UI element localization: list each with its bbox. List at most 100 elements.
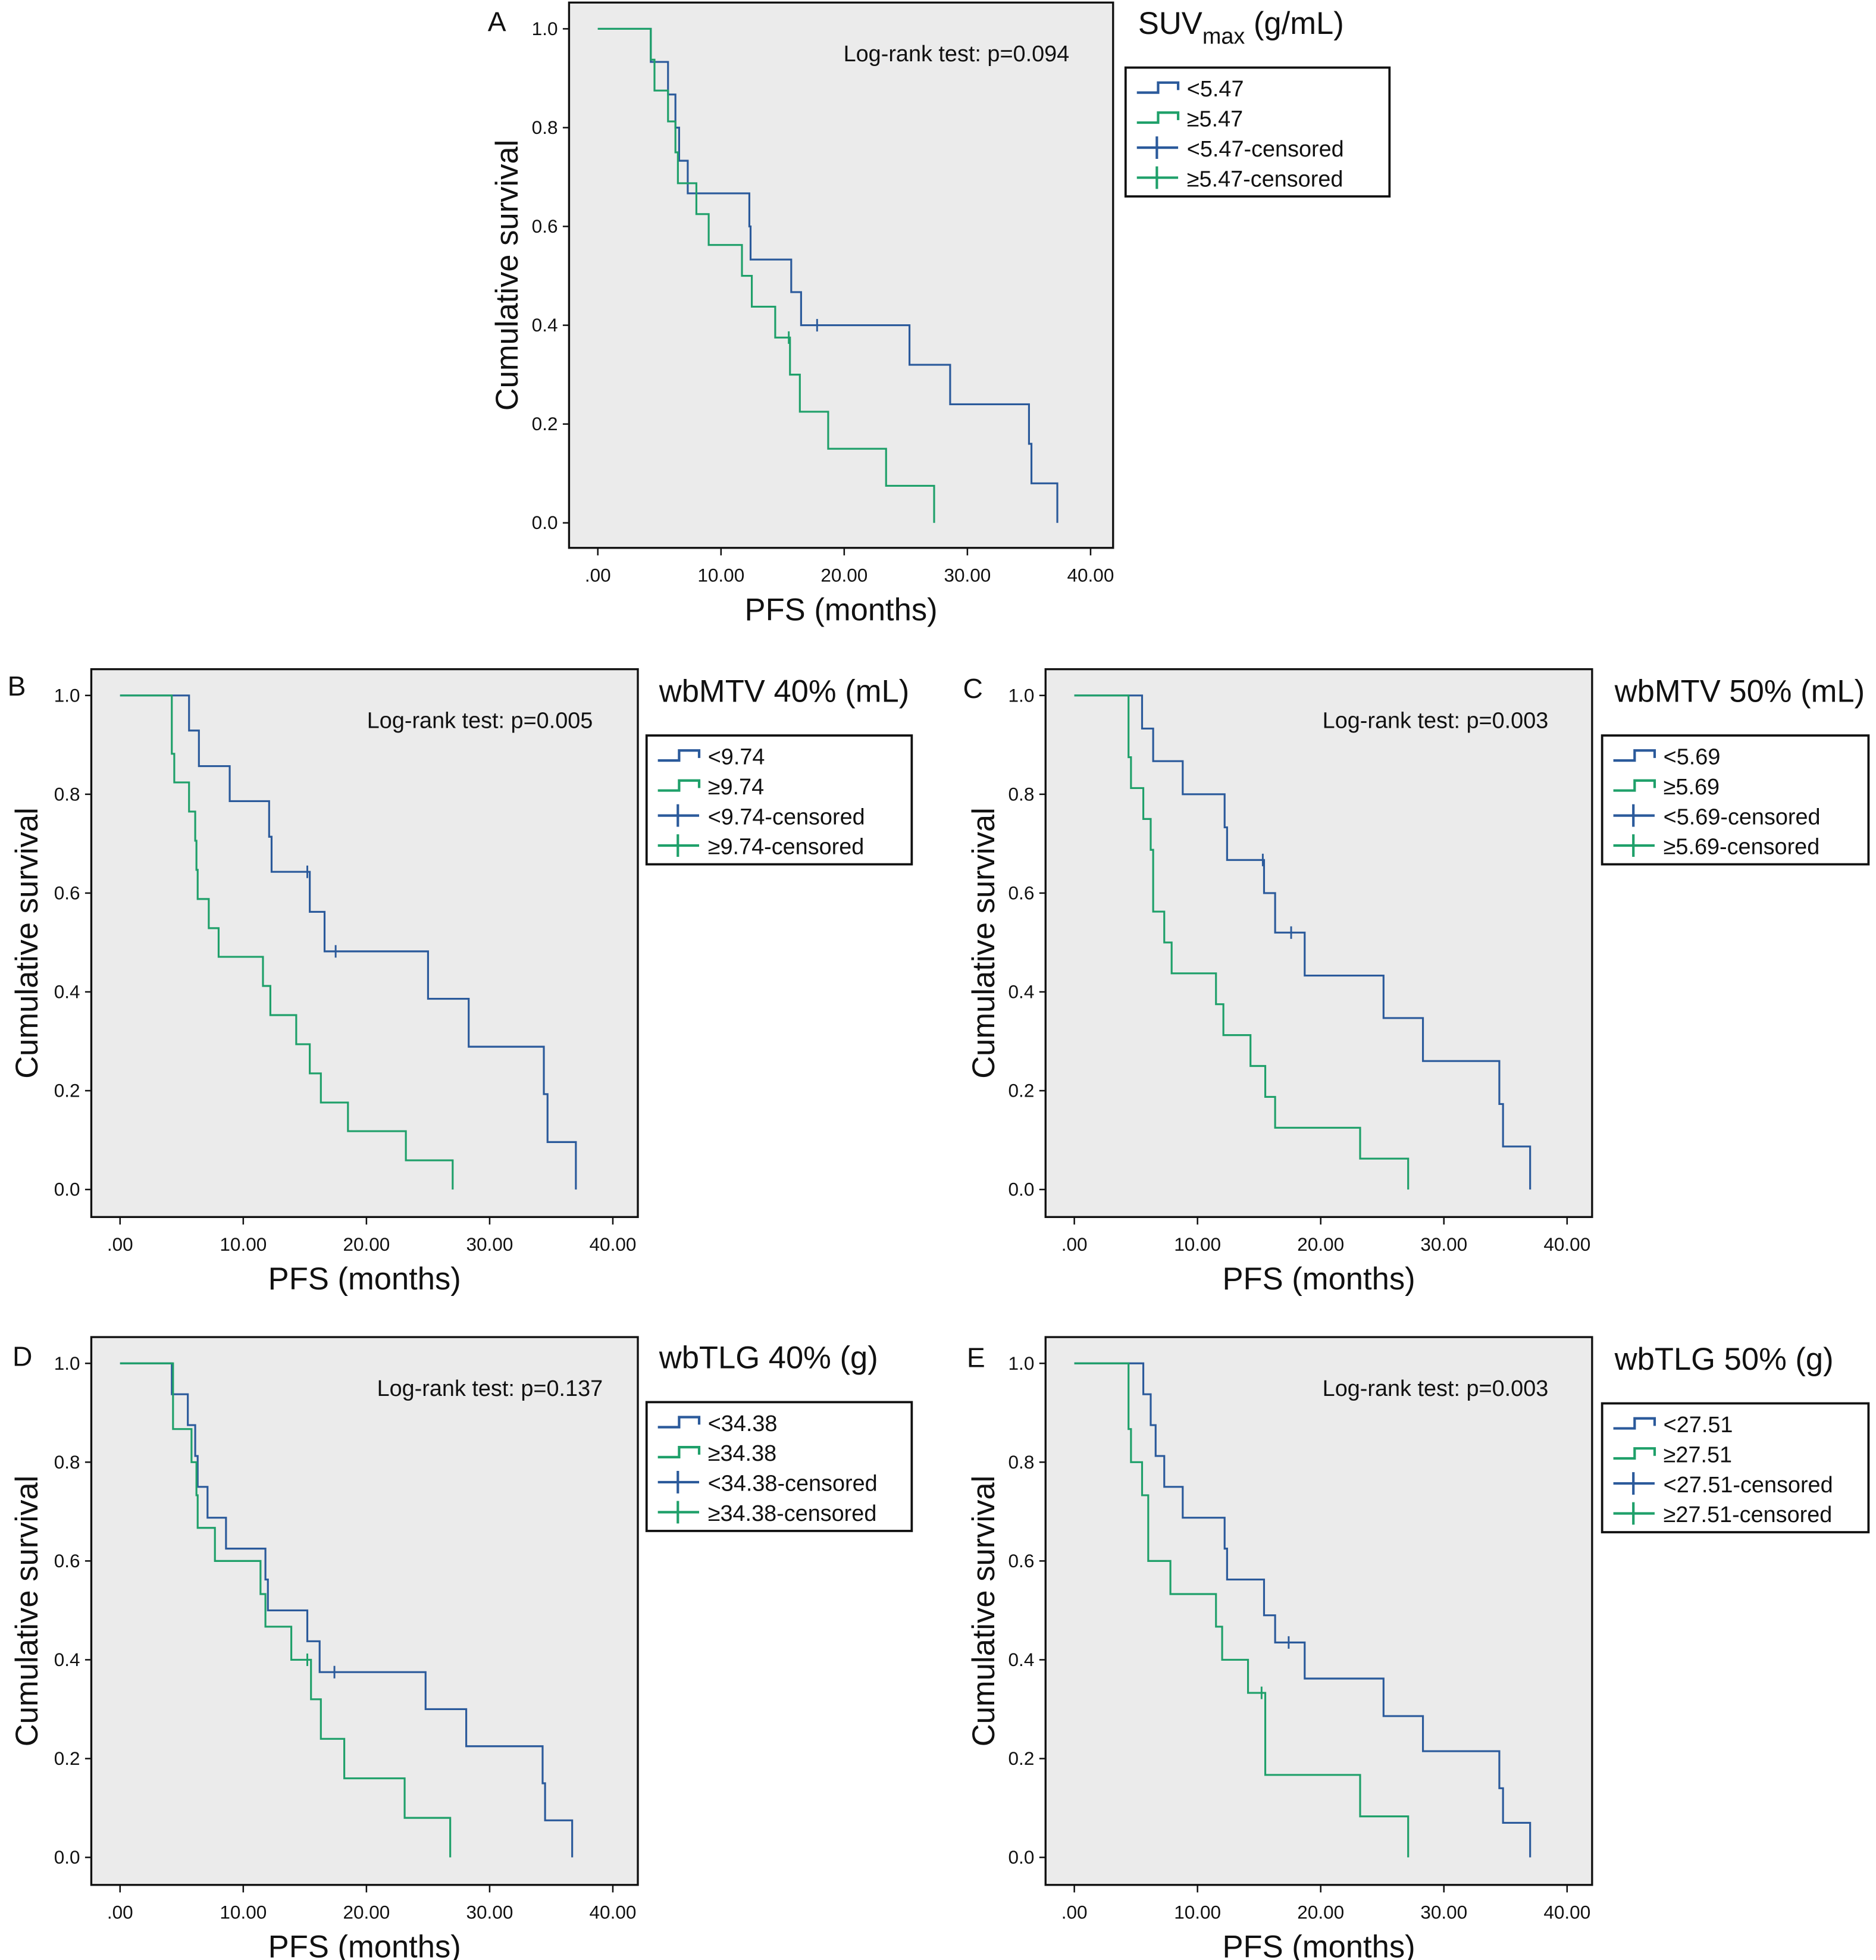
x-tick-label: .00	[1061, 1902, 1088, 1923]
y-tick-label: 0.2	[1009, 1748, 1035, 1769]
legend: <9.74 ≥9.74 <9.74-censored ≥9.74-censored	[645, 734, 913, 866]
x-tick-label: 30.00	[466, 1902, 513, 1923]
y-axis-label: Cumulative survival	[10, 1476, 45, 1747]
legend-title-main: wbMTV 50% (mL)	[1614, 674, 1865, 709]
legend-censor-icon	[1136, 166, 1179, 189]
legend-title: wbMTV 40% (mL)	[659, 674, 909, 709]
y-axis-label: Cumulative survival	[10, 807, 45, 1079]
log-rank-annotation: Log-rank test: p=0.137	[377, 1376, 603, 1401]
plot-area	[90, 1336, 639, 1886]
y-tick-label: 0.2	[1009, 1080, 1035, 1101]
legend-entry: ≥27.51	[1664, 1442, 1732, 1467]
x-axis-label: PFS (months)	[745, 593, 938, 628]
legend-step-icon	[1613, 1417, 1656, 1430]
plot-area	[568, 1, 1114, 549]
y-axis-label: Cumulative survival	[966, 807, 1001, 1079]
legend-title: SUVmax (g/mL)	[1138, 6, 1344, 49]
legend-title: wbTLG 50% (g)	[1614, 1342, 1834, 1377]
legend-entry: ≥9.74	[708, 775, 764, 800]
plot-area	[90, 668, 639, 1219]
legend-censor-icon	[657, 1471, 700, 1494]
legend-box	[645, 734, 913, 866]
y-axis-label: Cumulative survival	[490, 140, 525, 411]
y-tick-label: 0.6	[54, 882, 80, 903]
log-rank-annotation: Log-rank test: p=0.005	[367, 708, 593, 733]
survival-curve-high	[120, 1362, 452, 1858]
legend-entry: ≥34.38-censored	[708, 1501, 877, 1526]
survival-curve-low	[1074, 694, 1532, 1190]
legend-censor-icon	[1613, 834, 1655, 857]
y-tick-label: 1.0	[532, 18, 558, 39]
x-tick-label: 20.00	[343, 1902, 390, 1923]
legend: <5.47 ≥5.47 <5.47-censored ≥5.47-censored	[1124, 66, 1391, 198]
x-axis-label: PFS (months)	[1223, 1930, 1415, 1960]
panel-c: C 0.0 0.2 0.4 0.6 0.8 1.0 .00 10.00 20.00 30.00 40.…	[963, 668, 1870, 1297]
x-tick-label: 40.00	[1067, 565, 1114, 586]
legend-box	[645, 1401, 913, 1532]
y-tick-label: 0.0	[1009, 1846, 1035, 1868]
x-tick-label: 10.00	[220, 1902, 267, 1923]
log-rank-annotation: Log-rank test: p=0.003	[1323, 708, 1549, 733]
x-tick-label: 20.00	[820, 565, 867, 586]
y-tick-label: 0.6	[1009, 882, 1035, 903]
legend: <5.69 ≥5.69 <5.69-censored ≥5.69-censored	[1601, 734, 1870, 866]
legend-entry: ≥5.69-censored	[1664, 835, 1820, 860]
y-tick-label: 0.8	[532, 117, 558, 138]
survival-curve-low	[120, 694, 577, 1190]
legend-entry: <5.47-censored	[1187, 137, 1344, 162]
legend-censor-icon	[657, 1501, 700, 1524]
y-tick-label: 0.4	[54, 1649, 80, 1670]
legend-entry: <27.51-censored	[1664, 1473, 1833, 1498]
legend-entry: ≥5.47-censored	[1187, 167, 1343, 192]
survival-curve-high	[597, 27, 935, 523]
legend-step-icon	[657, 749, 701, 762]
legend-title-main: wbTLG 40% (g)	[659, 1341, 878, 1376]
legend-censor-icon	[657, 804, 700, 827]
x-tick-label: 20.00	[1297, 1233, 1344, 1255]
panel-label: A	[488, 7, 506, 37]
legend-step-icon	[657, 779, 701, 792]
x-tick-label: 10.00	[1174, 1233, 1221, 1255]
legend-censor-icon	[1613, 1472, 1655, 1495]
x-tick-label: 20.00	[1297, 1902, 1344, 1923]
legend-entry: ≥5.69	[1664, 775, 1720, 800]
x-tick-label: 30.00	[1420, 1233, 1467, 1255]
log-rank-annotation: Log-rank test: p=0.003	[1323, 1376, 1549, 1401]
y-tick-label: 0.8	[54, 1451, 80, 1473]
panel-a: A 0.0 0.2 0.4 0.6 0.8 1.0 .00 10.00 20.00 30.00 40.…	[488, 1, 1391, 628]
x-axis-label: PFS (months)	[268, 1930, 461, 1960]
y-tick-label: 1.0	[54, 1352, 80, 1374]
x-axis-label: PFS (months)	[1223, 1261, 1415, 1297]
y-tick-label: 1.0	[1009, 1352, 1035, 1374]
panel-e: E 0.0 0.2 0.4 0.6 0.8 1.0 .00 10.00 20.00 30.00 40.…	[966, 1336, 1870, 1960]
y-tick-label: 0.4	[54, 981, 80, 1002]
legend-entry: ≥34.38	[708, 1441, 776, 1466]
panel-d: D 0.0 0.2 0.4 0.6 0.8 1.0 .00 10.00 20.00 30.00 40.…	[10, 1336, 913, 1960]
y-tick-label: 0.6	[54, 1550, 80, 1571]
legend-entry: <27.51	[1664, 1413, 1733, 1438]
log-rank-annotation: Log-rank test: p=0.094	[844, 42, 1070, 67]
panel-label: D	[12, 1341, 32, 1372]
panel-label: E	[967, 1342, 985, 1373]
legend-entry: ≥5.47	[1187, 107, 1243, 131]
legend-entry: <9.74-censored	[708, 804, 865, 829]
legend-step-icon	[1613, 1447, 1656, 1460]
legend-title-main: SUV	[1138, 6, 1202, 41]
y-tick-label: 0.0	[532, 512, 558, 533]
y-axis-label: Cumulative survival	[966, 1476, 1001, 1747]
x-tick-label: 40.00	[590, 1233, 637, 1255]
legend-censor-icon	[1613, 804, 1655, 827]
legend-title-rest: (g/mL)	[1245, 6, 1343, 41]
y-tick-label: 0.4	[1009, 981, 1035, 1002]
legend-entry: <9.74	[708, 744, 765, 769]
survival-curve-high	[120, 694, 454, 1190]
y-tick-label: 0.4	[1009, 1649, 1035, 1670]
plot-area	[1044, 1336, 1593, 1886]
y-tick-label: 0.6	[1009, 1550, 1035, 1571]
legend-entry: <5.69	[1664, 744, 1721, 769]
x-tick-label: 30.00	[944, 565, 991, 586]
y-tick-label: 0.2	[54, 1080, 80, 1101]
legend: <27.51 ≥27.51 <27.51-censored ≥27.51-censor…	[1601, 1402, 1870, 1533]
legend-entry: <5.47	[1187, 77, 1244, 102]
